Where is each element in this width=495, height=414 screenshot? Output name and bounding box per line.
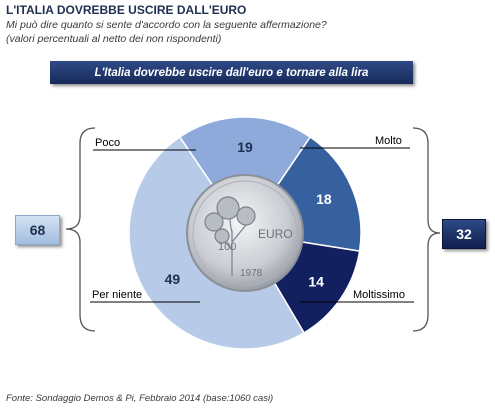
category-label-moltissimo: Moltissimo	[353, 289, 405, 301]
slice-value-molto: 18	[316, 191, 332, 207]
coin-image: 100 EURO 1978	[186, 174, 304, 292]
coin-year: 1978	[240, 268, 263, 279]
total-box-right: 32	[442, 219, 486, 249]
subtitle-line-question: Mi può dire quanto si sente d'accordo co…	[6, 19, 327, 31]
coin-currency: EURO	[258, 227, 293, 241]
right-bracket	[412, 127, 441, 332]
left-bracket	[65, 127, 96, 332]
category-label-per-niente: Per niente	[92, 289, 142, 301]
coin-denomination: 100	[218, 241, 236, 253]
total-box-left: 68	[15, 215, 60, 245]
chart-title: L'ITALIA DOVREBBE USCIRE DALL'EURO	[6, 3, 247, 17]
slice-value-poco: 19	[237, 139, 253, 155]
category-label-molto: Molto	[375, 135, 402, 147]
subtitle-line-note: (valori percentuali al netto dei non ris…	[6, 33, 222, 45]
slice-value-per-niente: 49	[165, 271, 181, 287]
chart-subtitle: Mi può dire quanto si sente d'accordo co…	[6, 18, 327, 46]
slice-value-moltissimo: 14	[308, 273, 324, 289]
category-label-poco: Poco	[95, 137, 120, 149]
question-banner: L'Italia dovrebbe uscire dall'euro e tor…	[50, 61, 413, 84]
source-note: Fonte: Sondaggio Demos & Pi, Febbraio 20…	[6, 393, 274, 404]
